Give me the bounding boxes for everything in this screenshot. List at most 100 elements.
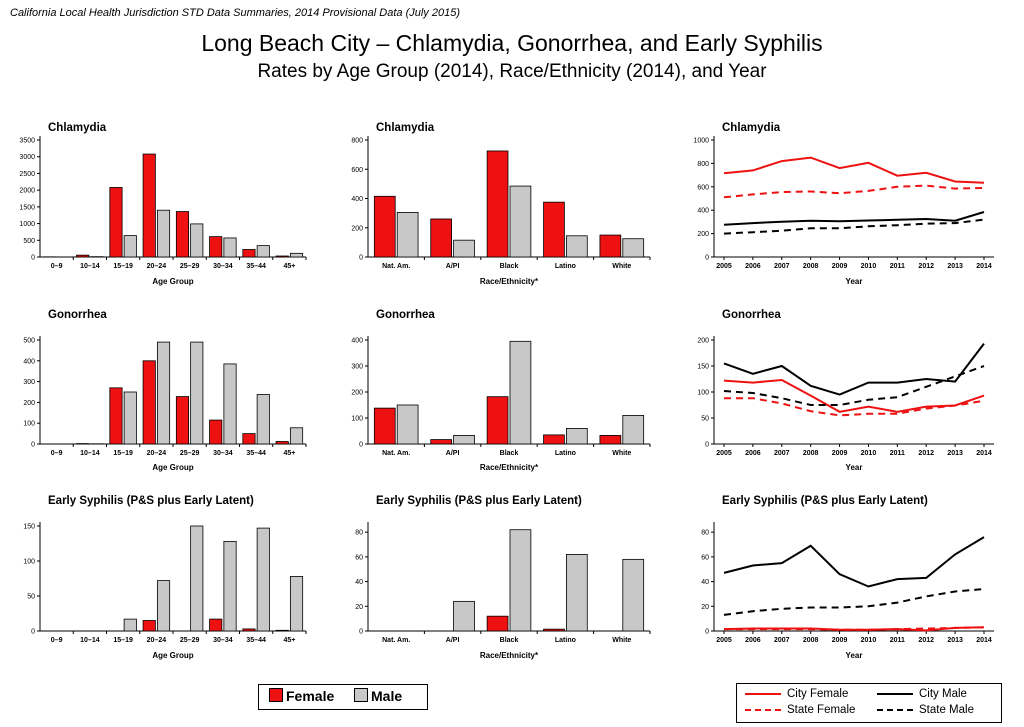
x-tick-label: 20–24	[147, 637, 167, 644]
x-tick-label: 2011	[890, 450, 905, 457]
y-tick-label: 80	[701, 530, 709, 537]
x-tick-label: A/PI	[446, 637, 460, 644]
state-female-line-icon	[745, 708, 781, 711]
y-tick-label: 20	[355, 604, 363, 611]
x-tick-label: 25–29	[180, 450, 200, 457]
male-bar	[123, 391, 137, 445]
y-tick-label: 200	[351, 390, 363, 397]
male-bar	[223, 363, 237, 445]
male-bar	[190, 525, 204, 632]
male-bar	[256, 394, 270, 445]
x-tick-label: 10–14	[80, 637, 100, 644]
x-tick-label: 2005	[716, 263, 732, 270]
male-bar	[289, 576, 304, 632]
x-tick-label: 2014	[976, 450, 992, 457]
x-tick-label: Black	[500, 450, 519, 457]
y-tick-label: 400	[351, 196, 363, 203]
female-bar	[242, 433, 256, 445]
city-male-line-icon	[877, 692, 913, 695]
x-axis-label: Year	[846, 277, 863, 286]
female-bar	[486, 615, 509, 632]
y-tick-label: 100	[697, 390, 709, 397]
male-bar	[289, 252, 304, 258]
y-tick-label: 0	[31, 629, 35, 636]
chart-title: Gonorrhea	[376, 309, 435, 321]
x-tick-label: 2012	[918, 637, 934, 644]
x-tick-label: 2007	[774, 637, 790, 644]
male-bar	[289, 427, 304, 445]
male-bar	[509, 185, 532, 258]
y-tick-label: 100	[351, 416, 363, 423]
x-tick-label: White	[612, 637, 631, 644]
male-bar	[622, 238, 645, 258]
male-bar	[123, 235, 137, 258]
x-tick-label: 15–19	[113, 637, 133, 644]
male-bar	[156, 580, 171, 632]
x-tick-label: 15–19	[113, 263, 133, 270]
y-tick-label: 200	[23, 400, 35, 407]
chart-title: Early Syphilis (P&S plus Early Latent)	[722, 495, 928, 507]
state-female-line	[724, 397, 985, 417]
female-bar	[209, 236, 223, 258]
state-female-line	[723, 184, 985, 199]
x-tick-label: A/PI	[446, 450, 460, 457]
female-bar	[242, 249, 256, 258]
x-tick-label: 2007	[774, 450, 790, 457]
x-tick-label: 35–44	[246, 263, 266, 270]
state-male-line	[723, 588, 985, 616]
x-tick-label: 2012	[918, 263, 934, 270]
male-bar	[453, 239, 475, 258]
x-tick-label: Latino	[555, 450, 576, 457]
x-tick-label: 20–24	[147, 263, 167, 270]
x-tick-label: 30–34	[213, 263, 233, 270]
y-tick-label: 150	[23, 524, 35, 531]
city-male-line	[723, 211, 985, 226]
female-bar	[142, 620, 156, 632]
female-bar	[430, 218, 452, 258]
male-bar	[156, 341, 171, 445]
x-tick-label: 2012	[918, 450, 934, 457]
y-tick-label: 600	[697, 184, 709, 191]
y-tick-label: 50	[701, 416, 709, 423]
male-bar	[156, 209, 171, 258]
page-title: Long Beach City – Chlamydia, Gonorrhea, …	[201, 30, 823, 56]
x-tick-label: 15–19	[113, 450, 133, 457]
x-tick-label: Black	[500, 637, 519, 644]
female-bar	[175, 211, 190, 258]
x-tick-label: A/PI	[446, 263, 460, 270]
female-bar	[76, 254, 90, 258]
y-tick-label: 60	[701, 554, 709, 561]
male-bar	[453, 435, 475, 445]
female-bar	[142, 153, 156, 258]
legend-item-state-male: State Male	[877, 704, 974, 716]
male-bar	[223, 237, 237, 258]
y-tick-label: 1500	[19, 204, 35, 211]
female-bar	[486, 396, 509, 445]
y-tick-label: 1000	[693, 138, 709, 145]
female-bar	[109, 187, 123, 258]
female-bar	[175, 396, 190, 445]
male-bar	[622, 414, 645, 445]
x-axis-label: Age Group	[152, 463, 193, 472]
x-tick-label: 30–34	[213, 637, 233, 644]
x-tick-label: 2005	[716, 637, 732, 644]
header-note: California Local Health Jurisdiction STD…	[10, 7, 460, 19]
x-tick-label: 2005	[716, 450, 732, 457]
x-tick-label: 2006	[745, 263, 761, 270]
x-tick-label: 0–9	[51, 450, 63, 457]
female-bar	[430, 439, 452, 445]
male-bar	[453, 600, 475, 632]
male-bar	[256, 527, 270, 632]
legend-city-female-label: City Female	[787, 688, 849, 700]
x-tick-label: 2013	[947, 263, 963, 270]
x-axis-label: Year	[846, 463, 863, 472]
x-tick-label: Nat. Am.	[382, 263, 410, 270]
x-tick-label: 20–24	[147, 450, 167, 457]
x-tick-label: Latino	[555, 637, 576, 644]
y-tick-label: 400	[23, 358, 35, 365]
y-tick-label: 40	[355, 579, 363, 586]
y-tick-label: 100	[23, 559, 35, 566]
chart-title: Chlamydia	[376, 122, 435, 134]
page-subtitle: Rates by Age Group (2014), Race/Ethnicit…	[257, 61, 767, 82]
x-axis-label: Race/Ethnicity*	[480, 651, 539, 660]
